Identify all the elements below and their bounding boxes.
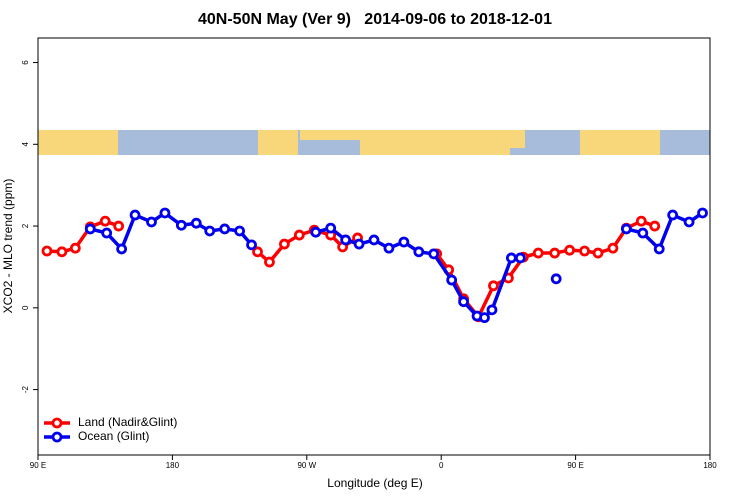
x-tick-label: 90 E <box>567 461 583 470</box>
point <box>325 222 337 234</box>
point <box>264 256 275 268</box>
point <box>683 216 695 228</box>
point <box>413 246 425 258</box>
point <box>252 246 263 258</box>
x-tick-label: 180 <box>703 461 717 470</box>
point <box>428 248 440 260</box>
y-tick-label: 0 <box>21 305 30 310</box>
point <box>398 236 410 248</box>
point <box>635 215 647 227</box>
point <box>649 220 661 232</box>
point <box>564 244 576 256</box>
point <box>84 223 96 235</box>
point <box>653 243 665 255</box>
chart-title: 40N-50N May (Ver 9) 2014-09-06 to 2018-1… <box>198 11 552 28</box>
point <box>532 247 544 259</box>
point <box>234 225 246 237</box>
point <box>56 246 68 258</box>
point <box>697 207 708 219</box>
point <box>479 312 490 324</box>
point <box>446 274 458 286</box>
point <box>505 252 517 264</box>
point <box>620 223 632 235</box>
point <box>607 242 619 254</box>
y-tick-label: 4 <box>21 142 30 147</box>
x-tick-label: 90 W <box>297 461 316 470</box>
point <box>458 296 470 308</box>
point <box>340 234 352 246</box>
point <box>488 280 499 292</box>
point <box>278 238 290 250</box>
y-tick-label: 2 <box>21 223 30 228</box>
legend-marker <box>51 431 63 443</box>
y-tick-label: 6 <box>21 60 30 65</box>
legend-marker <box>51 417 63 429</box>
y-tick-label: -2 <box>21 385 30 393</box>
point <box>204 225 216 237</box>
point <box>383 242 395 254</box>
point <box>159 207 171 219</box>
point <box>353 238 365 250</box>
point <box>550 273 562 285</box>
point <box>116 243 128 255</box>
point <box>514 252 526 264</box>
point <box>219 223 231 235</box>
point <box>175 219 187 231</box>
legend-label: Land (Nadir&Glint) <box>78 415 177 429</box>
point <box>41 245 53 257</box>
legend-label: Ocean (Glint) <box>78 429 149 443</box>
point <box>246 239 257 251</box>
point <box>113 220 125 232</box>
point <box>129 209 141 221</box>
map-band <box>38 130 710 155</box>
point <box>368 234 380 246</box>
point <box>486 304 498 316</box>
x-axis-label: Longitude (deg E) <box>327 476 422 490</box>
point <box>592 247 604 259</box>
x-tick-label: 90 E <box>30 461 46 470</box>
point <box>579 245 590 257</box>
plot-frame <box>37 37 711 456</box>
point <box>293 229 305 241</box>
point <box>101 227 113 239</box>
point <box>310 226 322 238</box>
point <box>667 209 679 221</box>
point <box>99 215 111 227</box>
y-axis-label: XCO2 - MLO trend (ppm) <box>1 179 15 314</box>
point <box>190 217 202 229</box>
x-tick-label: 0 <box>439 461 444 470</box>
point <box>549 247 561 259</box>
point <box>146 216 157 228</box>
point <box>69 242 81 254</box>
x-tick-label: 180 <box>166 461 180 470</box>
series-line <box>435 219 656 321</box>
point <box>637 227 649 239</box>
